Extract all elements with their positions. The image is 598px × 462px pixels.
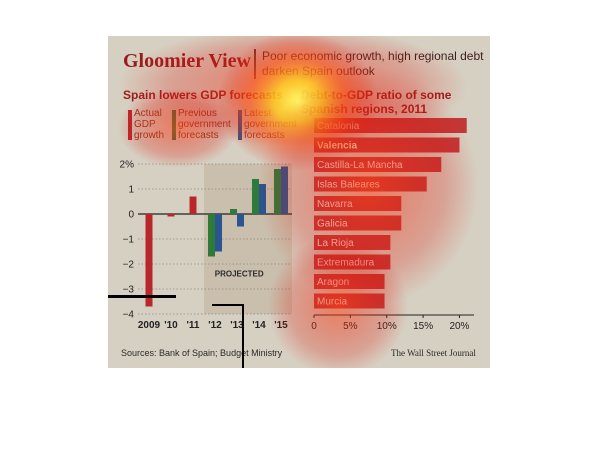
gdp-chart-title: Spain lowers GDP forecasts — [123, 88, 283, 102]
legend-previous-label: Previous government forecasts — [178, 108, 231, 141]
x-tick-label: '14 — [252, 320, 266, 331]
x-tick-label: 15% — [413, 321, 433, 332]
x-tick-label: '10 — [164, 320, 178, 331]
regional-debt-chart: Catalonia Valencia Castilla-La Mancha Islas… — [311, 118, 474, 332]
x-tick-label: '15 — [274, 320, 288, 331]
region-label: Navarra — [317, 199, 353, 210]
y-tick-label: −2 — [123, 260, 135, 271]
y-tick-label: 0 — [128, 210, 134, 221]
legend-previous-swatch — [172, 110, 176, 140]
y-tick-label: 1 — [128, 185, 134, 196]
gdp-forecast-chart: 2% 1 0 −1 −2 −3 −4 PROJECTED 2009'10 '11 '12 '13 '14… — [120, 160, 292, 331]
y-tick-label: 2% — [120, 160, 135, 171]
region-label: Islas Baleares — [317, 180, 380, 191]
gdp-bar — [252, 179, 259, 214]
x-tick-label: '13 — [230, 320, 244, 331]
gdp-bar — [189, 196, 197, 214]
source-note: Sources: Bank of Spain; Budget Ministry — [121, 348, 283, 358]
legend-actual-label: Actual GDP growth — [134, 108, 165, 141]
y-tick-label: −4 — [123, 310, 135, 321]
x-tick-label: 5% — [343, 321, 358, 332]
region-label: Murcia — [317, 297, 347, 308]
debt-chart-title: Debt-to-GDP ratio of some Spanish region… — [301, 88, 452, 116]
wsj-graphic: Gloomier View Poor economic growth, high… — [108, 36, 490, 368]
graphic-title: Gloomier View — [123, 50, 251, 72]
drag-line — [108, 295, 176, 298]
region-label: Valencia — [317, 141, 357, 152]
x-tick-label: 2009 — [138, 320, 161, 331]
gdp-bar — [208, 214, 215, 257]
gdp-bar — [274, 169, 281, 214]
x-tick-label: '12 — [208, 320, 222, 331]
legend-latest: Latest government forecasts — [238, 108, 306, 141]
selection-edge — [212, 304, 243, 306]
selection-edge-vertical — [242, 304, 244, 368]
projected-label: PROJECTED — [215, 270, 264, 279]
legend-latest-label: Latest government forecasts — [244, 108, 297, 141]
gdp-bar — [215, 214, 222, 252]
region-label: Catalonia — [317, 121, 360, 132]
legend-previous: Previous government forecasts — [172, 108, 238, 141]
x-tick-label: 0 — [311, 321, 317, 332]
region-label: La Rioja — [317, 238, 354, 249]
graphic-subtitle: Poor economic growth, high regional debt… — [254, 49, 490, 79]
region-label: Castilla-La Mancha — [317, 160, 403, 171]
gdp-bar — [259, 184, 266, 214]
x-tick-label: 10% — [377, 321, 397, 332]
y-tick-label: −1 — [123, 235, 135, 246]
x-tick-label: 20% — [449, 321, 469, 332]
region-label: Extremadura — [317, 258, 375, 269]
region-label: Aragon — [317, 277, 349, 288]
credit-note: The Wall Street Journal — [391, 348, 476, 358]
x-tick-label: '11 — [187, 320, 200, 331]
region-label: Galicia — [317, 219, 348, 230]
gdp-bar — [145, 214, 153, 307]
legend-actual-swatch — [128, 110, 132, 140]
gdp-bar — [167, 214, 175, 217]
y-tick-label: −3 — [123, 285, 135, 296]
legend-actual: Actual GDP growth — [128, 108, 174, 141]
gdp-bar — [237, 214, 244, 227]
legend-latest-swatch — [238, 110, 242, 140]
gdp-bar — [281, 166, 288, 214]
gdp-bar — [230, 209, 237, 214]
